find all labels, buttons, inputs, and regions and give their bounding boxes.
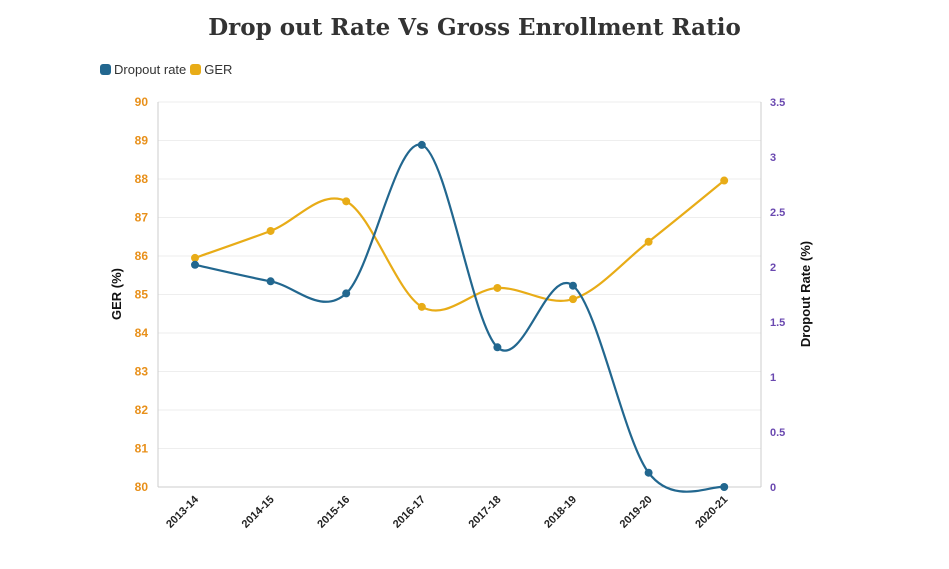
y-right-axis-title: Dropout Rate (%) — [798, 241, 813, 347]
data-point-dropout-rate[interactable] — [720, 483, 729, 491]
data-point-ger[interactable] — [644, 237, 653, 246]
y-left-tick-label: 82 — [135, 403, 149, 417]
data-point-ger[interactable] — [342, 197, 351, 206]
axis-layer: 80 81 82 83 84 85 86 87 88 89 90 0 0.5 1 1.5 2 2.5 3 3.5 20… — [135, 95, 786, 531]
y-right-tick-label: 1.5 — [770, 317, 785, 329]
y-right-tick-label: 2 — [770, 262, 776, 274]
y-left-tick-label: 80 — [135, 480, 149, 494]
data-point-ger[interactable] — [417, 302, 426, 311]
x-tick-label: 2020-21 — [693, 494, 730, 531]
chart-title: Drop out Rate Vs Gross Enrollment Ratio — [208, 14, 741, 41]
legend-item-dropout[interactable]: Dropout rate — [100, 62, 186, 77]
y-right-tick-label: 3 — [770, 152, 776, 164]
x-tick-label: 2014-15 — [240, 494, 277, 531]
x-tick-label: 2019-20 — [618, 494, 655, 531]
data-point-dropout-rate[interactable] — [191, 260, 199, 269]
legend: Dropout rate GER — [100, 62, 236, 77]
grid-layer — [158, 101, 761, 449]
x-tick-label: 2018-19 — [542, 494, 579, 531]
legend-item-ger[interactable]: GER — [190, 62, 232, 77]
y-left-tick-label: 86 — [135, 249, 149, 263]
y-left-tick-label: 83 — [135, 365, 149, 379]
data-point-dropout-rate[interactable] — [342, 289, 351, 298]
y-left-axis-title: GER (%) — [109, 268, 124, 320]
x-tick-label: 2013-14 — [164, 493, 202, 531]
series-line-dropout-rate — [194, 143, 725, 493]
series-line-ger — [194, 179, 725, 312]
y-left-tick-label: 88 — [135, 172, 149, 186]
y-left-tick-label: 81 — [135, 442, 149, 456]
y-right-tick-label: 2.5 — [770, 207, 785, 219]
x-tick-label: 2017-18 — [466, 494, 503, 531]
legend-label-dropout: Dropout rate — [114, 62, 187, 77]
y-left-tick-label: 84 — [135, 326, 149, 340]
data-point-dropout-rate[interactable] — [644, 468, 653, 477]
x-tick-label: 2016-17 — [391, 494, 428, 531]
legend-label-ger: GER — [204, 62, 233, 77]
y-right-tick-label: 0 — [770, 482, 776, 494]
legend-swatch-dropout — [100, 64, 111, 75]
legend-swatch-ger — [190, 64, 202, 75]
x-tick-label: 2015-16 — [315, 494, 352, 531]
data-point-dropout-rate[interactable] — [266, 277, 275, 286]
data-point-dropout-rate[interactable] — [417, 140, 426, 149]
series-layer — [191, 140, 729, 493]
y-left-tick-label: 90 — [135, 95, 149, 109]
y-right-tick-label: 1 — [770, 372, 776, 384]
data-point-ger[interactable] — [569, 295, 577, 304]
data-point-ger[interactable] — [720, 176, 729, 185]
data-point-ger[interactable] — [493, 283, 502, 292]
y-right-tick-label: 3.5 — [770, 97, 785, 109]
y-left-tick-label: 85 — [135, 288, 149, 302]
y-left-tick-label: 89 — [135, 134, 149, 148]
data-point-ger[interactable] — [266, 226, 275, 235]
data-point-dropout-rate[interactable] — [569, 281, 577, 290]
data-point-ger[interactable] — [191, 253, 199, 262]
y-right-tick-label: 0.5 — [770, 427, 785, 439]
y-left-tick-label: 87 — [135, 211, 149, 225]
data-point-dropout-rate[interactable] — [493, 343, 502, 352]
